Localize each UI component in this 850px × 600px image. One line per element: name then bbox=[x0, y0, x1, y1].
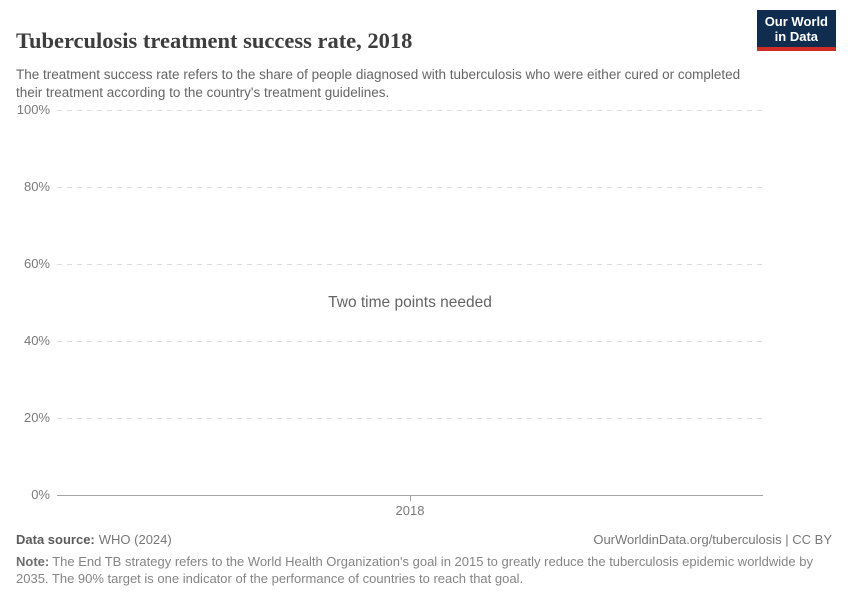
footer-source-row: Data source: WHO (2024) OurWorldinData.or… bbox=[16, 532, 832, 547]
chart-subtitle: The treatment success rate refers to the… bbox=[16, 66, 741, 100]
no-data-message: Two time points needed bbox=[328, 294, 492, 311]
gridline bbox=[57, 418, 763, 419]
chart-title: Tuberculosis treatment success rate, 201… bbox=[16, 28, 413, 54]
gridline bbox=[57, 264, 763, 265]
y-axis-tick-label: 80% bbox=[23, 179, 50, 194]
y-axis-tick-label: 0% bbox=[31, 487, 50, 502]
owid-logo-line2: in Data bbox=[774, 29, 819, 44]
note-label: Note: bbox=[16, 554, 50, 569]
owid-logo-line1: Our World bbox=[764, 14, 828, 29]
data-source-value: WHO (2024) bbox=[98, 532, 172, 547]
note-text: The End TB strategy refers to the World … bbox=[16, 554, 813, 586]
y-axis-tick-label: 60% bbox=[23, 256, 50, 271]
attribution-link[interactable]: OurWorldinData.org/tuberculosis | CC BY bbox=[593, 532, 832, 547]
data-source: Data source: WHO (2024) bbox=[16, 532, 172, 547]
x-axis-tick-label: 2018 bbox=[395, 503, 425, 518]
gridline bbox=[57, 187, 763, 188]
data-source-label: Data source: bbox=[16, 532, 95, 547]
y-axis-tick-label: 40% bbox=[23, 333, 50, 348]
gridline bbox=[57, 341, 763, 342]
x-axis-tick-mark bbox=[410, 495, 411, 501]
owid-logo: Our World in Data bbox=[756, 10, 836, 51]
y-axis-tick-label: 100% bbox=[16, 102, 50, 117]
gridline bbox=[57, 110, 763, 111]
footer-note: Note: The End TB strategy refers to the W… bbox=[16, 553, 828, 587]
y-axis-tick-label: 20% bbox=[23, 410, 50, 425]
